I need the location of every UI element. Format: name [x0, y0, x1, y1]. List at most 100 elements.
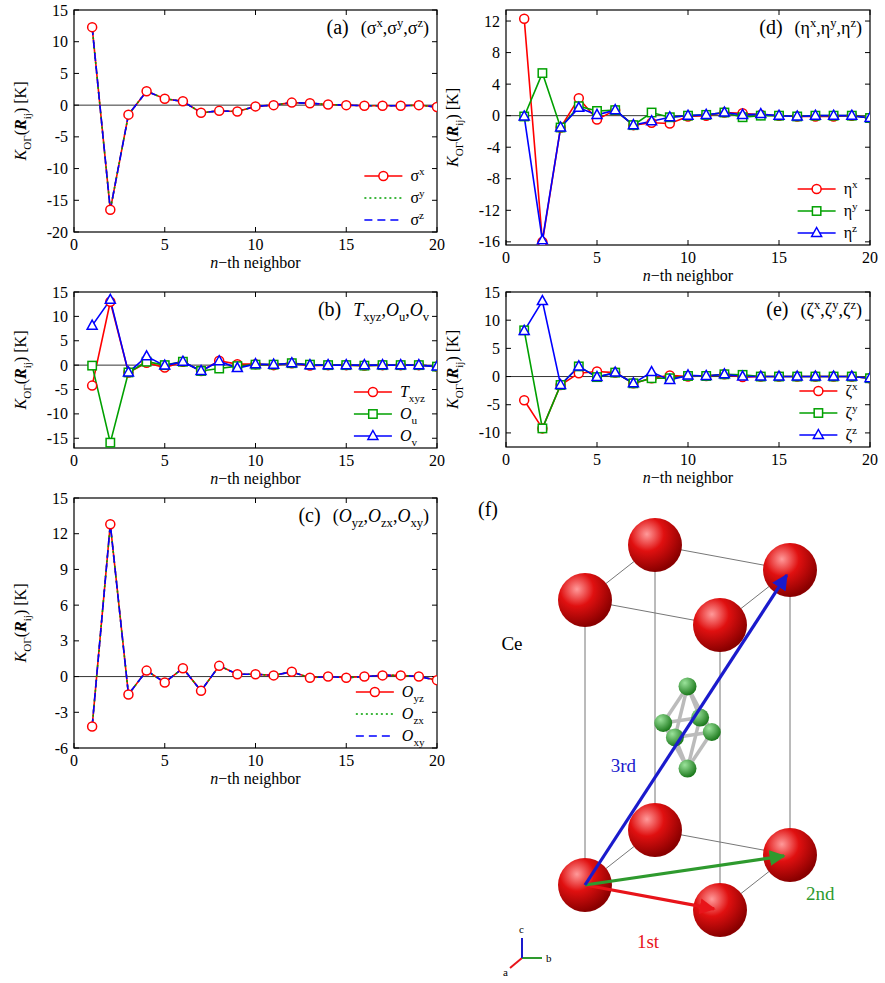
series-line [524, 301, 870, 385]
y-tick [74, 73, 79, 74]
y-tick [74, 640, 79, 641]
marker-circle [360, 672, 369, 681]
x-tick [688, 292, 689, 297]
x-axis-title: n−th neighbor [210, 770, 301, 788]
marker-square [215, 364, 223, 372]
marker-triangle [865, 373, 870, 382]
x-tick-label: 0 [70, 752, 78, 769]
series-line [92, 27, 437, 210]
legend-line [356, 713, 394, 715]
axis-glyph [521, 938, 523, 958]
marker-triangle [105, 294, 115, 303]
y-tick [74, 413, 79, 414]
y-tick-label: 0 [60, 668, 68, 685]
y-tick [865, 52, 870, 53]
x-tick-label: 15 [338, 452, 354, 469]
marker-circle [775, 372, 784, 381]
y-tick [74, 605, 79, 606]
x-tick [597, 442, 598, 447]
marker-square [814, 409, 822, 417]
y-tick-label: -4 [487, 139, 500, 156]
panel-title: (σx,σy,σz) [361, 16, 429, 39]
axis-glyph-label: b [546, 952, 552, 964]
marker-triangle [592, 109, 602, 118]
marker-triangle [87, 320, 97, 329]
marker-triangle [232, 363, 242, 372]
marker-circle [360, 101, 369, 110]
marker-circle [433, 103, 438, 112]
y-tick-label: 0 [60, 97, 68, 114]
y-tick [506, 210, 511, 211]
neighbor-arrow [585, 856, 784, 885]
neighbor-arrow [585, 575, 787, 885]
marker-circle [368, 388, 377, 397]
text-piece: xy [410, 516, 423, 530]
x-tick [688, 442, 689, 447]
y-tick [506, 115, 511, 116]
text-piece: O [400, 427, 412, 444]
marker-circle [251, 670, 260, 679]
text-piece: ,ζ [820, 300, 833, 320]
x-tick-label: 0 [502, 249, 510, 266]
y-tick [506, 348, 511, 349]
marker-triangle [701, 109, 711, 118]
marker-circle [414, 672, 423, 681]
arrow-label: 3rd [611, 755, 637, 776]
x-tick [164, 10, 165, 15]
marker-square [738, 371, 746, 379]
marker-square [106, 438, 114, 446]
x-tick [779, 10, 780, 15]
series-line [524, 19, 870, 242]
y-tick-label: -12 [479, 202, 500, 219]
marker-triangle [519, 325, 529, 334]
marker-triangle [323, 360, 333, 369]
y-tick [506, 404, 511, 405]
series-line [92, 300, 437, 373]
text-piece: ) [423, 18, 429, 39]
y-tick [865, 147, 870, 148]
marker-triangle [574, 361, 584, 370]
text-piece: R [12, 119, 29, 131]
b-atom [679, 760, 697, 778]
marker-triangle [196, 365, 206, 374]
text-piece: ,η [836, 18, 850, 38]
marker-circle [811, 372, 820, 381]
plot-frame [506, 10, 870, 245]
x-tick [255, 743, 256, 748]
marker-circle [124, 690, 133, 699]
series-line [92, 362, 437, 443]
text-piece: OΓ [453, 141, 465, 156]
text-piece: (σ [361, 18, 377, 39]
panel-label: (f) [478, 498, 498, 521]
x-tick [688, 10, 689, 15]
legend-label: ηz [844, 222, 857, 242]
x-tick [164, 292, 165, 297]
y-tick [432, 389, 437, 390]
text-piece: O [368, 506, 381, 526]
x-tick [346, 227, 347, 232]
marker-circle [396, 101, 405, 110]
marker-triangle [432, 361, 437, 370]
text-piece: ) [856, 300, 862, 321]
marker-circle [142, 87, 151, 96]
marker-triangle [305, 360, 315, 369]
marker-circle [215, 356, 224, 365]
marker-circle [251, 102, 260, 111]
series-line [92, 524, 437, 726]
x-tick [779, 292, 780, 297]
y-tick-label: 9 [60, 561, 68, 578]
text-piece: OΓ [453, 383, 465, 398]
marker-triangle [719, 107, 729, 116]
x-tick-label: 5 [161, 752, 169, 769]
y-tick-label: 0 [492, 107, 500, 124]
legend-label: σz [410, 209, 424, 228]
text-piece: ) [K] [444, 88, 462, 120]
x-tick-label: 5 [593, 249, 601, 266]
text-piece: O [386, 300, 399, 320]
data-group [88, 520, 437, 731]
text-piece: −th neighbor [218, 254, 301, 272]
y-tick-label: 10 [52, 308, 68, 325]
y-axis-title: KOΓ(Rij) [K] [444, 330, 465, 410]
y-axis-title: KOΓ(Rij) [K] [12, 82, 33, 162]
legend-label: σx [410, 165, 425, 184]
